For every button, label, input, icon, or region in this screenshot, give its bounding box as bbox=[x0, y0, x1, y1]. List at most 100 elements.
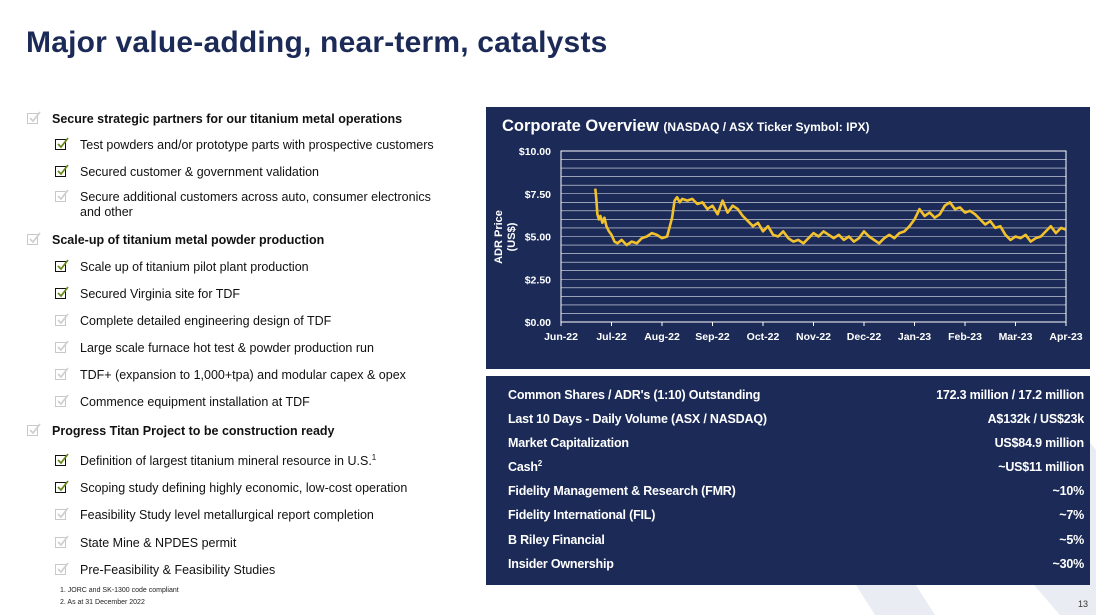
stats-value: ~US$11 million bbox=[998, 460, 1084, 474]
checkbox-icon[interactable] bbox=[55, 453, 69, 466]
stats-label-text: Last 10 Days - Daily Volume (ASX / NASDA… bbox=[508, 412, 767, 426]
x-tick-label: Feb-23 bbox=[948, 331, 982, 343]
y-tick-label: $10.00 bbox=[519, 146, 551, 158]
item-label: Secured customer & government validation bbox=[80, 165, 320, 179]
stats-label: B Riley Financial bbox=[508, 533, 605, 547]
checklist-item: Commence equipment installation at TDF bbox=[55, 394, 310, 410]
x-tick-label: Jan-23 bbox=[898, 331, 931, 343]
stats-label: Last 10 Days - Daily Volume (ASX / NASDA… bbox=[508, 412, 767, 426]
stats-value: ~5% bbox=[1059, 533, 1084, 547]
stats-label: Fidelity International (FIL) bbox=[508, 508, 655, 522]
checklist-item: Scoping study defining highly economic, … bbox=[55, 480, 407, 496]
stats-label: Cash2 bbox=[508, 459, 542, 474]
checkbox-icon[interactable] bbox=[27, 423, 41, 436]
item-text: Commence equipment installation at TDF bbox=[80, 395, 310, 410]
item-text: Definition of largest titanium mineral r… bbox=[80, 452, 377, 469]
chart-title-group: Corporate Overview (NASDAQ / ASX Ticker … bbox=[502, 117, 869, 136]
stats-label: Insider Ownership bbox=[508, 557, 614, 571]
stats-row: Fidelity Management & Research (FMR) ~10% bbox=[508, 484, 1084, 504]
stats-label-text: Cash bbox=[508, 460, 538, 474]
item-text: Secure additional customers across auto,… bbox=[80, 190, 455, 220]
checkbox-icon[interactable] bbox=[55, 137, 69, 150]
checkbox-icon[interactable] bbox=[27, 232, 41, 245]
item-text: Pre-Feasibility & Feasibility Studies bbox=[80, 563, 275, 578]
stats-row: Insider Ownership ~30% bbox=[508, 557, 1084, 577]
x-tick-label: Sep-22 bbox=[695, 331, 730, 343]
checklist-item: Secured customer & government validation bbox=[55, 164, 319, 180]
x-tick-label: Nov-22 bbox=[796, 331, 831, 343]
stats-label-text: Fidelity Management & Research (FMR) bbox=[508, 484, 736, 498]
checklist-section: Progress Titan Project to be constructio… bbox=[27, 423, 335, 439]
x-tick-label: Jul-22 bbox=[596, 331, 627, 343]
stats-row: Common Shares / ADR's (1:10) Outstanding… bbox=[508, 388, 1084, 408]
checkbox-icon[interactable] bbox=[55, 394, 69, 407]
item-label: Secured Virginia site for TDF bbox=[80, 287, 241, 301]
checkbox-icon[interactable] bbox=[55, 164, 69, 177]
item-label: State Mine & NPDES permit bbox=[80, 536, 237, 550]
item-label: Scale up of titanium pilot plant product… bbox=[80, 260, 309, 274]
item-label: Definition of largest titanium mineral r… bbox=[80, 454, 372, 468]
stats-row: Last 10 Days - Daily Volume (ASX / NASDA… bbox=[508, 412, 1084, 432]
checkbox-icon[interactable] bbox=[55, 480, 69, 493]
checkbox-icon[interactable] bbox=[55, 286, 69, 299]
x-tick-label: Oct-22 bbox=[747, 331, 780, 343]
checklist-item: Complete detailed engineering design of … bbox=[55, 313, 331, 329]
checklist-item: State Mine & NPDES permit bbox=[55, 535, 236, 551]
checklist-item: Scale up of titanium pilot plant product… bbox=[55, 259, 309, 275]
checklist-item: Secure additional customers across auto,… bbox=[55, 189, 455, 220]
y-axis-label: ADR Price(US$) bbox=[493, 210, 518, 264]
checkbox-icon[interactable] bbox=[55, 535, 69, 548]
checklist-item: Pre-Feasibility & Feasibility Studies bbox=[55, 562, 275, 578]
item-label: Secure additional customers across auto,… bbox=[80, 190, 431, 219]
page-title: Major value-adding, near-term, catalysts bbox=[26, 26, 608, 59]
item-text: Complete detailed engineering design of … bbox=[80, 314, 331, 329]
item-text: Secured Virginia site for TDF bbox=[80, 287, 240, 302]
checkbox-icon[interactable] bbox=[55, 562, 69, 575]
stats-value: A$132k / US$23k bbox=[987, 412, 1085, 426]
stats-label-text: Insider Ownership bbox=[508, 557, 614, 571]
stats-value: ~10% bbox=[1052, 484, 1084, 498]
checkbox-icon[interactable] bbox=[55, 367, 69, 380]
checklist-item: Secured Virginia site for TDF bbox=[55, 286, 240, 302]
checkbox-icon[interactable] bbox=[55, 259, 69, 272]
item-text: Large scale furnace hot test & powder pr… bbox=[80, 341, 374, 356]
company-stats-panel: Common Shares / ADR's (1:10) Outstanding… bbox=[486, 376, 1090, 585]
checkbox-icon[interactable] bbox=[55, 507, 69, 520]
y-tick-label: $0.00 bbox=[525, 317, 551, 329]
item-text: Secured customer & government validation bbox=[80, 165, 319, 180]
stats-value: 172.3 million / 17.2 million bbox=[936, 388, 1084, 402]
item-label: Large scale furnace hot test & powder pr… bbox=[80, 341, 374, 355]
checkbox-icon[interactable] bbox=[55, 189, 69, 202]
checkbox-icon[interactable] bbox=[55, 313, 69, 326]
x-tick-label: Aug-22 bbox=[644, 331, 680, 343]
item-label: Scoping study defining highly economic, … bbox=[80, 481, 408, 495]
item-label: TDF+ (expansion to 1,000+tpa) and modula… bbox=[80, 368, 406, 382]
adr-price-chart: $0.00 $2.50 $5.00 $7.50 $10.00 Jun-22 Jul-22 Au… bbox=[493, 146, 1083, 343]
y-tick-label: $2.50 bbox=[525, 274, 551, 286]
section-label: Progress Titan Project to be constructio… bbox=[52, 424, 335, 438]
item-label: Pre-Feasibility & Feasibility Studies bbox=[80, 563, 276, 577]
checklist-item: Test powders and/or prototype parts with… bbox=[55, 137, 434, 153]
y-tick-label: $7.50 bbox=[525, 189, 551, 201]
corporate-overview-chart-panel: Corporate Overview (NASDAQ / ASX Ticker … bbox=[486, 107, 1090, 369]
checkbox-icon[interactable] bbox=[27, 111, 41, 124]
item-footnote-ref: 1 bbox=[371, 452, 377, 462]
stats-label: Common Shares / ADR's (1:10) Outstanding bbox=[508, 388, 760, 402]
item-text: TDF+ (expansion to 1,000+tpa) and modula… bbox=[80, 368, 406, 383]
item-text: Test powders and/or prototype parts with… bbox=[80, 138, 434, 153]
stats-row: B Riley Financial ~5% bbox=[508, 533, 1084, 553]
checkbox-icon[interactable] bbox=[55, 340, 69, 353]
stats-value: US$84.9 million bbox=[994, 436, 1085, 450]
page-number: 13 bbox=[1077, 599, 1088, 609]
item-label: Complete detailed engineering design of … bbox=[80, 314, 332, 328]
item-text: Scoping study defining highly economic, … bbox=[80, 481, 407, 496]
x-tick-label: Apr-23 bbox=[1049, 331, 1082, 343]
stats-label-text: Market Capitalization bbox=[508, 436, 629, 450]
checklist-item: Feasibility Study level metallurgical re… bbox=[55, 507, 374, 523]
footnote-2: 2. As at 31 December 2022 bbox=[60, 599, 145, 606]
checklist-item: TDF+ (expansion to 1,000+tpa) and modula… bbox=[55, 367, 406, 383]
item-text: State Mine & NPDES permit bbox=[80, 536, 236, 551]
stats-value: ~30% bbox=[1052, 557, 1084, 571]
item-label: Commence equipment installation at TDF bbox=[80, 395, 310, 409]
x-tick-label: Mar-23 bbox=[999, 331, 1033, 343]
